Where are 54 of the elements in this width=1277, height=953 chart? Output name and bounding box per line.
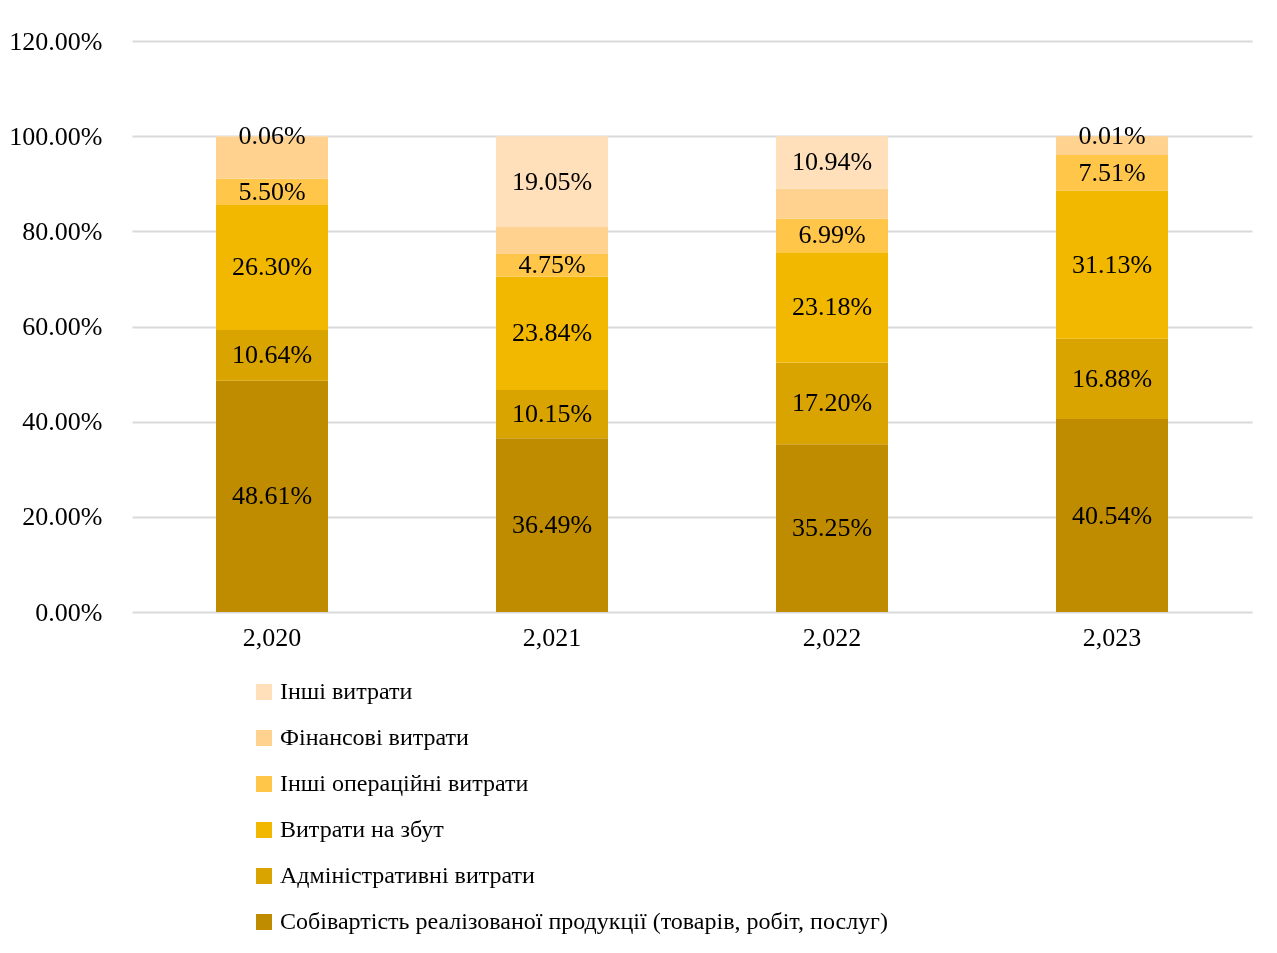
bar [1056,154,1168,191]
bar [496,276,608,391]
bar [1056,190,1168,339]
y-tick-label: 60.00% [22,312,103,341]
bar [776,188,888,219]
y-tick-label: 40.00% [22,407,103,437]
data-label: 17.20% [791,388,873,418]
data-label: 10.64% [231,340,313,370]
data-label: 0.06% [238,121,306,151]
data-label: 10.94% [791,147,873,177]
data-label: 35.25% [791,513,873,543]
legend-label: Собівартість реалізованої продукції (товарів, робіт, послуг) [280,908,888,934]
bar [496,438,608,612]
y-tick-label: 80.00% [22,216,103,246]
data-label: 16.88% [1071,363,1153,393]
bar [216,204,328,331]
bar [1056,338,1168,420]
data-label: 19.05% [511,166,593,196]
bar [496,226,608,255]
x-tick-label: 2,021 [522,622,582,652]
data-label: 23.18% [791,292,873,322]
data-label: 4.75% [518,250,586,280]
bar [776,136,888,189]
data-label: 36.49% [511,510,593,540]
bar [496,390,608,439]
data-label: 10.15% [511,399,593,429]
legend-label: Витрати на збут [280,816,445,842]
x-tick-label: 2,022 [802,622,862,652]
bar [496,136,608,227]
x-tick-label: 2,023 [1082,622,1142,652]
x-tick-label: 2,020 [242,622,302,652]
bar [216,380,328,612]
legend-label: Фінансові витрати [280,724,470,750]
data-label: 23.84% [511,318,593,348]
y-tick-label: 20.00% [22,502,103,532]
data-label: 5.50% [238,176,306,206]
bar [776,362,888,445]
data-label: 26.30% [231,252,313,282]
data-label: 48.61% [231,481,313,511]
y-tick-label: 120.00% [9,26,103,56]
data-label: 6.99% [798,220,866,250]
legend-label: Інші операційні витрати [280,770,529,796]
y-tick-label: 0.00% [35,597,103,627]
bar [216,330,328,381]
bar [1056,419,1168,612]
data-label: 40.54% [1071,500,1153,530]
bar [776,444,888,612]
y-tick-label: 100.00% [9,121,103,151]
data-label: 7.51% [1078,157,1146,187]
legend-label: Адміністративні витрати [280,862,536,888]
data-label: 0.01% [1078,121,1146,151]
bar [776,252,888,363]
legend-label: Інші витрати [280,678,413,704]
data-label: 31.13% [1071,249,1153,279]
